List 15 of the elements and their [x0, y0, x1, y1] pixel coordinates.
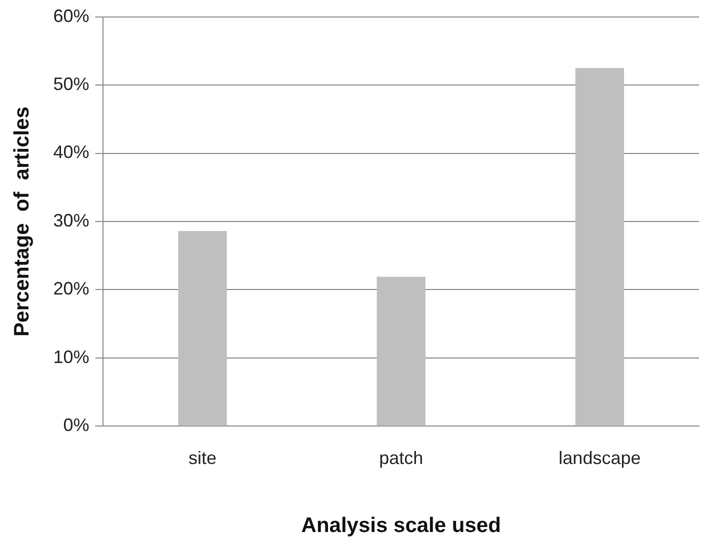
bar: [575, 68, 624, 426]
x-tick-label: site: [188, 448, 217, 468]
bar: [178, 231, 227, 426]
bar: [376, 276, 426, 426]
y-tick-label: 0%: [63, 415, 90, 436]
y-tick-label: 20%: [53, 278, 90, 299]
y-tick-label: 40%: [53, 142, 90, 162]
x-tick-label: landscape: [558, 448, 641, 468]
y-tick-label: 10%: [53, 346, 90, 367]
y-tick-label: 60%: [53, 6, 90, 26]
x-axis-title: Analysis scale used: [301, 514, 501, 538]
x-tick-label: patch: [379, 448, 424, 468]
y-tick-label: 30%: [53, 210, 90, 230]
y-axis-title: Percentage of articles: [10, 106, 34, 336]
y-tick-label: 50%: [53, 74, 90, 94]
